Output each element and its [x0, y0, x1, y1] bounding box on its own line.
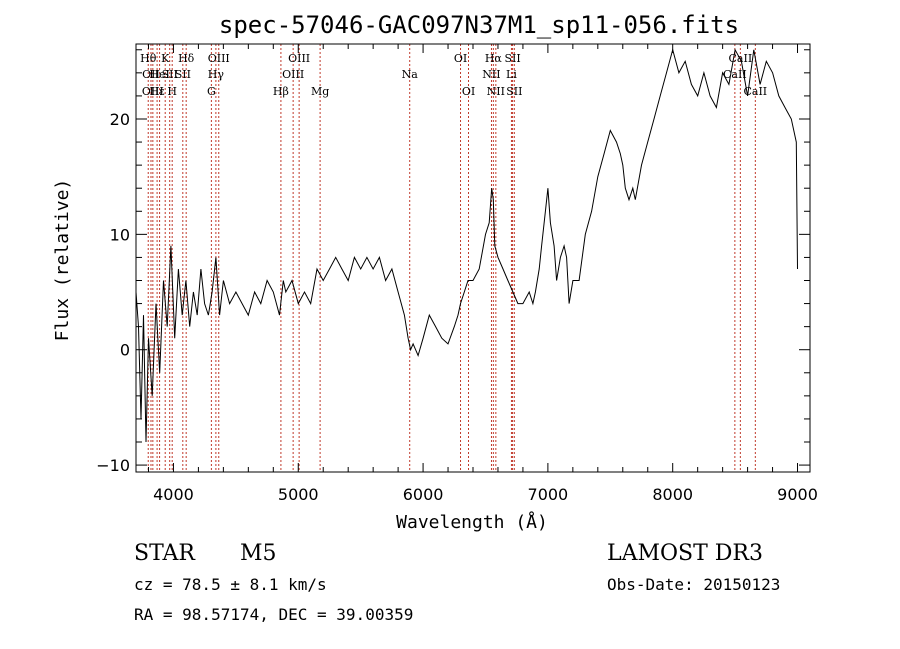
- line-label: Hθ: [140, 52, 157, 65]
- line-label: NII: [482, 68, 500, 81]
- line-label: HeI: [149, 68, 169, 81]
- chart-title: spec-57046-GAC097N37M1_sp11-056.fits: [219, 11, 739, 39]
- line-label: OIII: [142, 85, 164, 98]
- line-label: SII: [162, 68, 178, 81]
- y-axis-label: Flux (relative): [52, 179, 73, 342]
- spectral-line-labels: HθOIIOIIIHεHeIKSIIHHδSIIGHγOIIIHβOIIIOII…: [140, 52, 767, 98]
- x-tick-label: 9000: [777, 485, 818, 504]
- x-tick-label: 5000: [278, 485, 319, 504]
- line-label: Hε: [149, 85, 165, 98]
- line-label: SII: [506, 85, 522, 98]
- spectral-line-markers: [147, 44, 756, 472]
- line-label: OI: [462, 85, 475, 98]
- line-label: Mg: [311, 85, 329, 98]
- x-tick-label: 8000: [652, 485, 693, 504]
- line-label: Hδ: [178, 52, 195, 65]
- line-label: Hγ: [208, 68, 225, 81]
- x-tick-label: 6000: [403, 485, 444, 504]
- line-label: Na: [402, 68, 419, 81]
- line-label: NII: [487, 85, 505, 98]
- line-label: OIII: [282, 68, 304, 81]
- line-label: K: [161, 52, 170, 65]
- x-axis: 4000 5000 6000 7000 8000 9000: [147, 44, 818, 504]
- line-label: G: [207, 85, 216, 98]
- object-subclass: M5: [240, 541, 277, 566]
- object-class: STAR: [134, 541, 196, 566]
- y-tick-label: 10: [110, 225, 130, 244]
- y-tick-label: −10: [96, 456, 130, 475]
- y-axis: −10 0 10 20: [96, 49, 810, 475]
- line-label: CaII: [743, 85, 767, 98]
- line-label: OIII: [288, 52, 310, 65]
- plot-frame: [135, 43, 811, 473]
- line-label: OII: [142, 68, 160, 81]
- line-label: H: [167, 85, 177, 98]
- line-label: OI: [454, 52, 467, 65]
- line-label: Hα: [485, 52, 503, 65]
- x-tick-label: 7000: [528, 485, 569, 504]
- survey-name: LAMOST DR3: [607, 541, 763, 566]
- y-tick-label: 0: [120, 341, 130, 360]
- redshift-cz: cz = 78.5 ± 8.1 km/s: [134, 575, 327, 594]
- line-label: SII: [504, 52, 520, 65]
- line-label: Li: [506, 68, 517, 81]
- line-label: CaII: [723, 68, 747, 81]
- line-label: Hβ: [273, 85, 289, 98]
- line-label: SII: [175, 68, 191, 81]
- obs-date: Obs-Date: 20150123: [607, 575, 780, 594]
- spectrum-line: [135, 47, 798, 443]
- y-tick-label: 20: [110, 110, 130, 129]
- x-tick-label: 4000: [153, 485, 194, 504]
- coordinates: RA = 98.57174, DEC = 39.00359: [134, 605, 413, 624]
- x-axis-label: Wavelength (Å): [396, 511, 548, 533]
- line-label: OIII: [208, 52, 230, 65]
